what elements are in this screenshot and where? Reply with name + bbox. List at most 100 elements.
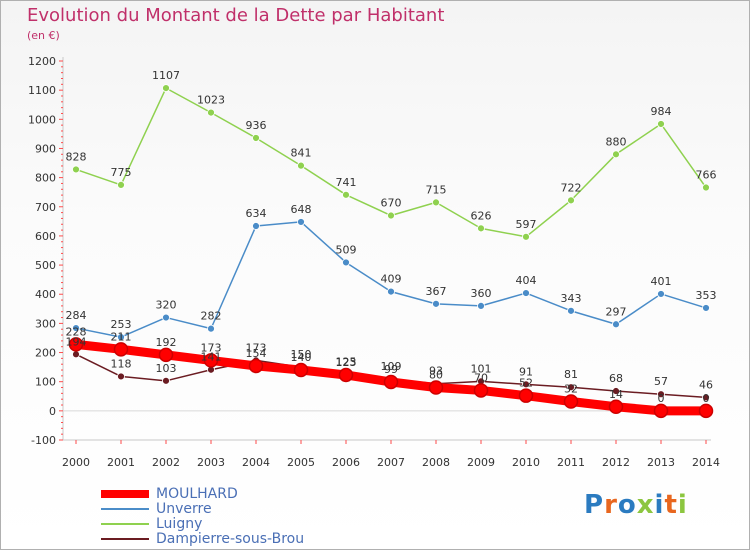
data-point-unverre (477, 301, 485, 310)
y-tick-label: 200 (35, 347, 56, 360)
data-point-luigny (567, 196, 575, 205)
legend-item-unverre: Unverre (101, 501, 304, 517)
data-point-unverre (252, 222, 260, 230)
data-point-dampierre-sous-brou (162, 376, 170, 385)
data-point-dampierre-sous-brou (522, 380, 530, 389)
logo-letter: i (654, 490, 665, 520)
data-label-dampierre-sous-brou: 150 (291, 348, 312, 361)
data-point-unverre (297, 218, 305, 226)
legend-item-luigny: Luigny (101, 515, 304, 532)
data-label-unverre: 360 (471, 287, 492, 300)
x-tick-label: 2007 (377, 456, 405, 469)
data-label-unverre: 509 (336, 243, 357, 256)
data-point-unverre (702, 304, 710, 312)
data-label-moulhard: 52 (519, 377, 533, 390)
data-label-luigny: 741 (336, 176, 357, 189)
data-label-dampierre-sous-brou: 125 (336, 355, 357, 368)
data-point-unverre (522, 289, 530, 297)
x-tick-label: 2011 (557, 456, 585, 469)
data-label-dampierre-sous-brou: 93 (429, 365, 443, 378)
data-point-moulhard (653, 403, 669, 419)
data-point-moulhard (293, 362, 309, 378)
legend-swatch (101, 489, 149, 498)
y-tick-label: 900 (35, 142, 56, 155)
data-labels: 828 775 1107 1023 936 841 741 670 715 626 597 722 88… (66, 69, 717, 405)
data-label-moulhard: 32 (564, 383, 578, 396)
legend-item-moulhard: MOULHARD (101, 485, 304, 502)
data-label-moulhard: 211 (111, 330, 132, 343)
data-label-unverre: 253 (111, 318, 132, 331)
legend-swatch (101, 522, 149, 525)
data-label-moulhard: 14 (609, 388, 623, 401)
data-point-unverre (342, 258, 350, 267)
data-point-unverre (117, 333, 125, 341)
data-point-unverre (207, 324, 215, 333)
legend-label: Dampierre-sous-Brou (156, 530, 305, 547)
x-tick-label: 2008 (422, 456, 450, 469)
legend-label: Luigny (156, 515, 203, 532)
data-point-luigny (522, 232, 530, 241)
data-label-unverre: 343 (561, 292, 582, 305)
data-label-unverre: 409 (381, 273, 402, 286)
data-point-unverre (162, 313, 170, 322)
data-label-moulhard: 99 (384, 363, 398, 376)
data-label-unverre: 648 (291, 203, 312, 216)
data-label-dampierre-sous-brou: 173 (246, 341, 267, 354)
data-label-dampierre-sous-brou: 68 (609, 372, 623, 385)
y-tick-label: 100 (35, 376, 56, 389)
data-label-moulhard: 123 (336, 356, 357, 369)
y-tick-label: 1200 (28, 55, 56, 68)
data-point-moulhard (518, 388, 534, 403)
logo-letter: P (584, 490, 605, 520)
legend-label: MOULHARD (156, 485, 238, 502)
logo-letter: x (636, 490, 655, 520)
data-point-luigny (342, 190, 350, 199)
data-point-unverre (612, 320, 620, 329)
logo-letter: i (677, 490, 688, 520)
data-point-moulhard (113, 342, 129, 357)
y-tick-label: 800 (35, 172, 56, 185)
data-label-unverre: 320 (156, 299, 177, 312)
x-tick-label: 2003 (197, 456, 225, 469)
data-label-luigny: 1107 (152, 69, 180, 82)
logo-letter: t (664, 490, 678, 520)
x-tick-label: 2010 (512, 456, 540, 469)
data-label-luigny: 722 (561, 181, 582, 194)
data-label-unverre: 297 (606, 305, 627, 318)
data-label-luigny: 880 (606, 135, 627, 148)
data-point-unverre (657, 290, 665, 298)
x-tick-label: 2014 (692, 456, 720, 469)
data-point-unverre (72, 324, 80, 332)
data-point-dampierre-sous-brou (702, 393, 710, 402)
logo-letter: o (617, 490, 637, 520)
data-label-luigny: 670 (381, 197, 402, 210)
data-point-unverre (387, 287, 395, 296)
data-point-luigny (612, 150, 620, 159)
data-label-dampierre-sous-brou: 109 (381, 360, 402, 373)
data-label-unverre: 282 (201, 310, 222, 323)
data-label-unverre: 634 (246, 207, 267, 220)
y-tick-label: 0 (49, 405, 56, 418)
data-label-luigny: 775 (111, 166, 132, 179)
data-point-dampierre-sous-brou (612, 387, 620, 395)
data-label-luigny: 841 (291, 147, 312, 160)
data-label-moulhard: 192 (156, 336, 177, 349)
data-point-luigny (387, 211, 395, 220)
data-label-moulhard: 140 (291, 351, 312, 364)
data-point-moulhard (248, 358, 264, 374)
chart-unit: (en €) (27, 29, 60, 42)
data-point-luigny (477, 224, 485, 233)
y-tick-label: -100 (31, 434, 56, 447)
x-tick-label: 2013 (647, 456, 675, 469)
data-point-luigny (702, 183, 710, 192)
x-tick-label: 2004 (242, 456, 270, 469)
axes: -100010020030040050060070080090010001100… (28, 55, 720, 469)
data-point-luigny (117, 181, 125, 189)
data-label-luigny: 828 (66, 150, 87, 163)
legend-swatch (101, 507, 149, 510)
data-point-dampierre-sous-brou (567, 383, 575, 392)
x-tick-label: 2000 (62, 456, 90, 469)
data-label-luigny: 1023 (197, 94, 225, 107)
data-point-moulhard (428, 380, 444, 395)
data-label-moulhard: 0 (658, 392, 665, 405)
